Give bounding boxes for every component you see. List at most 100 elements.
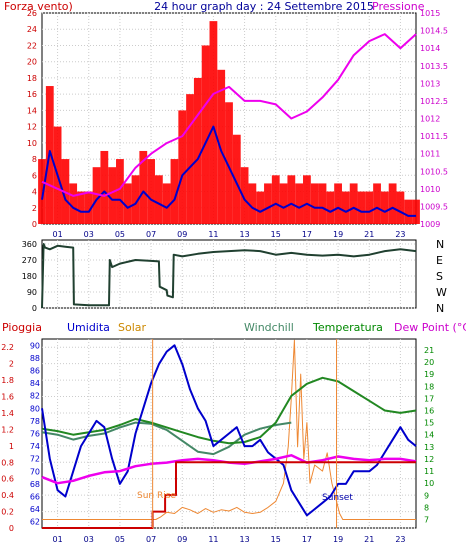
rain-axis-title: Pioggia	[2, 321, 42, 334]
temperature-tick-label: 14	[424, 431, 434, 440]
dewpoint-axis-title: Dew Point (°C)	[394, 321, 466, 334]
temperature-tick-label: 8	[424, 503, 429, 512]
humidity-axis-title: Umidita	[67, 321, 110, 334]
wind-tick-label: 2	[32, 204, 37, 213]
wind-gust-bar	[248, 183, 257, 224]
humidity-tick-label: 62	[30, 518, 40, 527]
rain-tick-label: 0	[9, 524, 14, 533]
temperature-tick-label: 16	[424, 406, 434, 415]
x-tick-label: 13	[239, 230, 249, 239]
temperature-tick-label: 15	[424, 419, 434, 428]
pressure-tick-label: 1010.5	[420, 167, 448, 176]
x-tick-label: 17	[302, 230, 312, 239]
x-tick-label: 03	[84, 535, 94, 544]
wind-tick-label: 22	[27, 41, 37, 50]
temperature-legend: Temperatura	[312, 321, 383, 334]
x-tick-label: 15	[271, 230, 281, 239]
direction-tick-label: 90	[27, 288, 37, 297]
pressure-tick-label: 1012.5	[420, 97, 448, 106]
direction-tick-label: 0	[32, 304, 37, 313]
pressure-tick-label: 1011.5	[420, 132, 448, 141]
wind-gust-bar	[131, 175, 140, 224]
windchill-line	[41, 421, 292, 456]
sunrise-annotation: Sun Rise	[137, 491, 176, 501]
temperature-tick-label: 20	[424, 358, 434, 367]
wind-gust-bar	[334, 183, 342, 224]
wind-gust-bar	[256, 191, 265, 224]
rain-tick-label: 1.8	[1, 376, 14, 385]
wind-tick-label: 12	[27, 123, 37, 132]
solar-legend: Solar	[118, 321, 147, 334]
humidity-tick-label: 76	[30, 430, 40, 439]
humidity-tick-label: 74	[30, 442, 40, 451]
wind-tick-label: 6	[32, 171, 37, 180]
rain-tick-label: 1.4	[1, 409, 14, 418]
pressure-tick-label: 1014	[420, 44, 440, 53]
wind-tick-label: 20	[27, 58, 37, 67]
wind-gust-bar	[77, 191, 85, 224]
solar-line	[42, 339, 416, 520]
temperature-tick-label: 17	[424, 394, 434, 403]
x-tick-label: 05	[115, 535, 125, 544]
compass-label: W	[436, 286, 447, 299]
humidity-tick-label: 86	[30, 367, 40, 376]
pressure-tick-label: 1012	[420, 115, 440, 124]
x-tick-label: 19	[333, 230, 343, 239]
wind-tick-label: 0	[32, 220, 37, 229]
compass-label: E	[436, 254, 443, 267]
wind-gust-bar	[318, 183, 327, 224]
wind-gust-bar	[357, 191, 366, 224]
sunset-annotation: Sunset	[322, 493, 353, 503]
wind-gust-bar	[100, 150, 109, 224]
humidity-tick-label: 80	[30, 404, 40, 413]
wind-gust-bar	[287, 175, 296, 224]
x-tick-label: 17	[302, 535, 312, 544]
pressure-tick-label: 1011	[420, 150, 440, 159]
wind-gust-bar	[271, 175, 280, 224]
humidity-tick-label: 78	[30, 417, 40, 426]
wind-gust-bar	[295, 183, 304, 224]
wind-gust-bar	[186, 94, 194, 225]
wind-gust-bar	[116, 159, 124, 224]
wind-gust-bar	[341, 191, 350, 224]
temperature-tick-label: 21	[424, 346, 434, 355]
wind-tick-label: 14	[27, 106, 37, 115]
wind-gust-bar	[412, 199, 420, 224]
temperature-tick-label: 12	[424, 455, 434, 464]
rain-tick-label: 2	[9, 360, 14, 369]
wind-gust-bar	[147, 159, 155, 224]
rain-tick-label: 1	[9, 442, 14, 451]
wind-gust-bar	[225, 102, 233, 224]
rain-tick-label: 1.2	[1, 425, 14, 434]
wind-gust-bar	[139, 150, 148, 224]
humidity-tick-label: 66	[30, 493, 40, 502]
rain-tick-label: 0.2	[1, 508, 14, 517]
x-tick-label: 05	[115, 230, 125, 239]
wind-tick-label: 24	[27, 25, 37, 34]
x-tick-label: 07	[146, 535, 156, 544]
temperature-tick-label: 11	[424, 467, 434, 476]
humidity-tick-label: 88	[30, 354, 40, 363]
x-tick-label: 07	[146, 230, 156, 239]
compass-label: N	[436, 238, 444, 251]
wind-gust-bar	[349, 183, 358, 224]
pressure-tick-label: 1013.5	[420, 62, 448, 71]
compass-label: S	[436, 270, 443, 283]
wind-average-line	[41, 125, 416, 217]
wind-gust-bar	[201, 45, 210, 224]
pressure-tick-label: 1009.5	[420, 202, 448, 211]
wind-gust-bar	[303, 175, 311, 224]
multi-series	[41, 339, 417, 529]
temperature-tick-label: 18	[424, 382, 434, 391]
temperature-tick-label: 7	[424, 516, 429, 525]
wind-tick-label: 8	[32, 155, 37, 164]
humidity-tick-label: 82	[30, 392, 40, 401]
wind-tick-label: 26	[27, 9, 37, 18]
compass-label: N	[436, 302, 444, 315]
x-tick-label: 21	[364, 230, 374, 239]
wind-gust-bar	[279, 183, 288, 224]
wind-gust-bar	[209, 21, 218, 224]
temperature-tick-label: 10	[424, 479, 434, 488]
humidity-tick-label: 64	[30, 505, 40, 514]
wind-gust-bar	[178, 110, 187, 224]
